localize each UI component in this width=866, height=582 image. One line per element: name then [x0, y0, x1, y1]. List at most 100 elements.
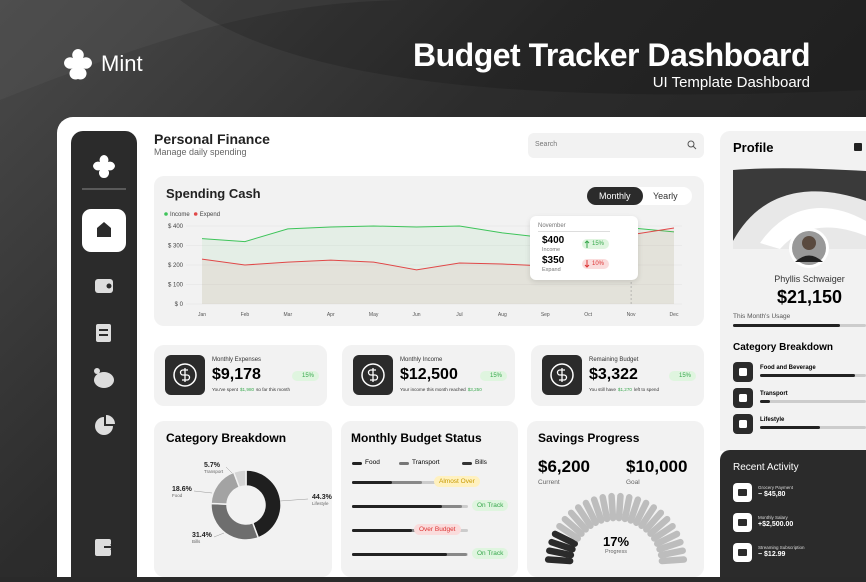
spending-title: Spending Cash [166, 186, 261, 201]
category-track [760, 400, 866, 403]
x-tick-label: Apr [327, 312, 335, 318]
budget-fill [352, 505, 442, 508]
stat-icon [165, 355, 205, 395]
slice-label: Transport [204, 469, 224, 474]
background-curves [0, 0, 866, 100]
donut-slice [210, 502, 260, 541]
gauge-segment [647, 515, 671, 537]
activity-glyph [738, 519, 747, 526]
tab-yearly[interactable]: Yearly [653, 191, 678, 201]
budget-status: Almost Over [434, 476, 480, 487]
leader-line [213, 532, 225, 538]
x-tick-label: May [369, 312, 379, 318]
x-tick-label: Nov [627, 312, 636, 318]
stat-icon-glyph [173, 363, 197, 387]
chart-tooltip: November $400 Income 15% $350 Expand 10% [530, 216, 638, 280]
period-tabs: Monthly Yearly [587, 187, 692, 205]
stat-note: You still have $1,270 left to spend [589, 387, 661, 392]
savings-goal: $10,000 [626, 457, 688, 476]
gauge-segment-filled [548, 538, 576, 553]
stat-change: 15% [292, 371, 320, 381]
budget-status: On Track [472, 500, 509, 511]
savings-gauge [544, 492, 688, 565]
gauge-segment [590, 496, 605, 524]
stat-change: 15% [480, 371, 508, 381]
stat-icon-glyph [361, 363, 385, 387]
tooltip-expend-change: 10% [582, 259, 610, 269]
search-placeholder: Search [535, 141, 558, 148]
x-tick-label: Sep [541, 312, 550, 318]
y-tick-label: $ 0 [175, 302, 184, 308]
page-title: Personal Finance [154, 131, 270, 147]
category-label: Transport [760, 391, 788, 397]
stat-icon-glyph [550, 363, 574, 387]
stat-note-amount: $3,250 [467, 387, 482, 392]
y-tick-label: $ 300 [168, 244, 184, 250]
tooltip-expend-label: Expand [542, 267, 561, 273]
gauge-segment [615, 492, 624, 522]
category-fill [760, 426, 820, 429]
category-glyph [739, 394, 747, 402]
category-icon [733, 388, 753, 408]
stat-note-amount: $1,270 [617, 387, 632, 392]
y-tick-label: $ 200 [168, 263, 184, 269]
stat-value: $3,322 [589, 366, 638, 383]
gauge-segment [567, 509, 589, 533]
activity-label: Streaming Subscription [758, 545, 805, 550]
category-label: Lifestyle [760, 417, 785, 423]
gauge-segment [658, 556, 688, 565]
y-tick-label: $ 400 [168, 224, 184, 230]
legend-label: Transport [412, 459, 440, 466]
category-label: Food and Beverage [760, 365, 816, 371]
tooltip-income: $400 [542, 235, 565, 246]
tooltip-title: November [538, 223, 566, 229]
stat-label: Remaining Budget [589, 357, 639, 363]
legend-label: Bills [475, 459, 487, 466]
leader-line [225, 466, 233, 474]
x-tick-label: Dec [670, 312, 679, 318]
x-tick-label: Oct [584, 312, 592, 318]
legend-swatch [164, 212, 168, 216]
x-tick-label: Aug [498, 312, 507, 318]
activity-label: Grocery Payment [758, 485, 794, 490]
category-glyph [739, 368, 747, 376]
activity-amount: +$2,500.00 [758, 521, 794, 528]
gauge-segment [621, 494, 633, 523]
gauge-label: Progress [604, 549, 627, 555]
search-box[interactable]: Search [528, 133, 704, 158]
budget-status: Over Budget [414, 524, 461, 535]
budget-fill [352, 553, 447, 556]
budget-status: On Track [472, 548, 509, 559]
category-fill [760, 400, 770, 403]
legend-label: Food [365, 459, 380, 466]
stat-note-end: so far this month [256, 387, 291, 392]
category-fill [760, 374, 855, 377]
series-area [202, 227, 674, 304]
activity-glyph [738, 489, 747, 496]
x-tick-label: Jan [198, 312, 206, 318]
page-subtitle: Manage daily spending [154, 147, 247, 157]
activity-icon [733, 513, 752, 532]
tooltip-income-label: Income [542, 247, 561, 253]
activity-amount: − $45,80 [758, 491, 786, 498]
x-tick-label: Jul [456, 312, 462, 318]
sidebar-icons [82, 155, 126, 556]
brand-logo [64, 49, 92, 80]
activity-label: Monthly Salary [758, 515, 788, 520]
stat-icon [542, 355, 582, 395]
tooltip-income-change: 15% [582, 239, 610, 249]
brand: Mint [101, 51, 143, 76]
gauge-segment [599, 494, 611, 523]
tab-monthly[interactable]: Monthly [587, 187, 643, 205]
gauge-segment [561, 515, 585, 537]
gauge-segment [638, 504, 658, 530]
activity-glyph [738, 549, 747, 556]
profile-art [733, 143, 866, 327]
stat-icon [353, 355, 393, 395]
activity-title: Recent Activity [733, 462, 799, 473]
slice-value: 18.6% [172, 486, 193, 493]
legend-swatch [399, 462, 409, 465]
usage-label: This Month's Usage [733, 313, 791, 320]
stat-note: Your income this month reached [400, 387, 466, 392]
activity-icon [733, 483, 752, 502]
